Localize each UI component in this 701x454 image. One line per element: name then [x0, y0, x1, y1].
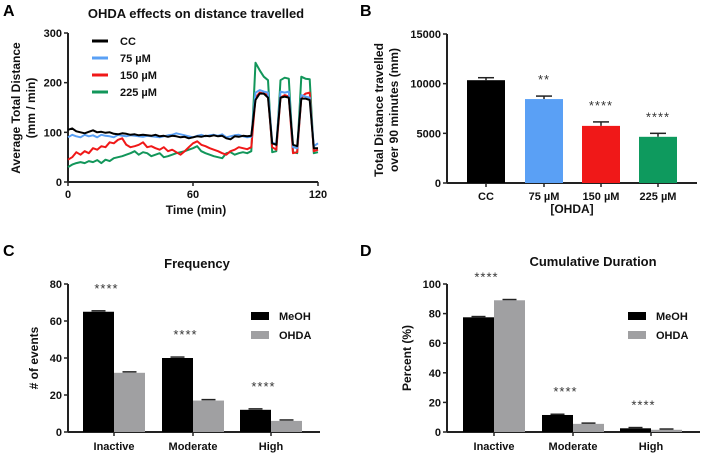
x-tick-label: Inactive: [94, 441, 135, 453]
bar: [525, 99, 563, 183]
y-tick-label-b: 5000: [417, 128, 441, 140]
legend-label: 150 µM: [120, 70, 157, 82]
significance-annotation: **: [538, 72, 550, 87]
panel-b: B [OHDA] Total Distance travelled over 9…: [360, 3, 697, 216]
x-axis-label-b: [OHDA]: [550, 202, 593, 216]
y-tick-label-a: 0: [56, 177, 62, 189]
y-axis-label-b-2: over 90 minutes (mm): [387, 48, 401, 172]
significance-annotation: ****: [646, 109, 670, 124]
x-tick-label-a: 60: [187, 189, 199, 201]
legend-swatch: [251, 312, 269, 320]
legend-swatch: [628, 331, 646, 339]
panel-c: C Frequency # of events 0 20 40 60 80 Inactiv…: [3, 243, 320, 453]
bar-ohda: [114, 372, 145, 432]
y-tick-label-a: 200: [44, 78, 62, 90]
bar-meoh: [162, 358, 193, 432]
y-tick-label-a: 300: [44, 28, 62, 40]
legend-label: 75 µM: [120, 53, 151, 65]
y-axis-label-a-1: Average Total Distance: [9, 42, 23, 174]
bar-meoh: [463, 317, 494, 432]
series-line-0: [67, 92, 318, 150]
x-tick-label-b: 150 µM: [583, 191, 620, 203]
y-tick-label-b: 15000: [410, 29, 441, 41]
y-axis-label-b-1: Total Distance travelled: [372, 43, 386, 177]
significance-annotation: ****: [251, 379, 275, 394]
panel-a: A OHDA effects on distance travelled Tim…: [3, 3, 327, 217]
x-tick-label-a: 120: [309, 189, 327, 201]
x-tick-label: Moderate: [169, 441, 218, 453]
panel-label-a: A: [3, 3, 15, 20]
x-axis-label-a: Time (min): [166, 203, 226, 217]
panel-d: D Cumulative Duration Percent (%) 0 20 40 6…: [360, 243, 700, 453]
panel-label-c: C: [3, 243, 15, 260]
legend-swatch: [251, 331, 269, 339]
chart-title-a: OHDA effects on distance travelled: [88, 6, 304, 21]
legend-label: MeOH: [279, 311, 311, 323]
y-tick-label-d: 60: [429, 338, 441, 350]
x-tick-label: Inactive: [474, 441, 515, 453]
bar-meoh: [240, 409, 271, 432]
chart-title-c: Frequency: [164, 256, 231, 271]
y-tick-label-c: 80: [50, 279, 62, 291]
bar-ohda: [193, 400, 224, 432]
x-tick-label: Moderate: [549, 441, 598, 453]
significance-annotation: ****: [173, 327, 197, 342]
panel-label-d: D: [360, 243, 372, 260]
x-tick-label: High: [259, 441, 284, 453]
significance-annotation: ****: [631, 398, 655, 413]
panel-label-b: B: [360, 3, 372, 20]
y-tick-label-c: 0: [56, 427, 62, 439]
y-tick-label-d: 0: [435, 427, 441, 439]
legend-swatch: [628, 312, 646, 320]
y-tick-label-b: 10000: [410, 79, 441, 91]
y-axis-label-c: # of events: [27, 326, 41, 389]
legend-label: MeOH: [656, 311, 688, 323]
x-tick-label: High: [639, 441, 664, 453]
bar-ohda: [271, 420, 302, 432]
y-tick-label-d: 40: [429, 368, 441, 380]
x-tick-label-a: 0: [65, 189, 71, 201]
y-tick-label-b: 0: [435, 178, 441, 190]
y-tick-label-c: 60: [50, 316, 62, 328]
y-axis-label-d: Percent (%): [400, 325, 414, 391]
legend-label: 225 µM: [120, 87, 157, 99]
bar-ohda: [494, 300, 525, 432]
bar: [582, 125, 620, 183]
bar: [467, 80, 505, 183]
bar-meoh: [620, 428, 651, 432]
x-tick-label-b: CC: [478, 191, 494, 203]
series-line-3: [67, 61, 319, 168]
y-tick-label-c: 40: [50, 353, 62, 365]
bar-meoh: [83, 311, 114, 432]
x-tick-label-b: 225 µM: [640, 191, 677, 203]
significance-annotation: ****: [589, 98, 613, 113]
legend-label: OHDA: [656, 330, 688, 342]
y-axis-label-a-2: (mm / min): [24, 78, 38, 139]
y-tick-label-d: 20: [429, 397, 441, 409]
y-tick-label-d: 80: [429, 309, 441, 321]
bar-ohda: [573, 423, 604, 432]
bar-ohda: [651, 429, 682, 432]
significance-annotation: ****: [474, 270, 498, 285]
legend-label: CC: [120, 36, 136, 48]
significance-annotation: ****: [553, 384, 577, 399]
y-tick-label-d: 100: [423, 279, 441, 291]
y-tick-label-c: 20: [50, 390, 62, 402]
chart-title-d: Cumulative Duration: [529, 254, 656, 269]
significance-annotation: ****: [94, 281, 118, 296]
bar-meoh: [542, 414, 573, 432]
y-tick-label-a: 100: [44, 127, 62, 139]
legend-label: OHDA: [279, 330, 311, 342]
x-tick-label-b: 75 µM: [529, 191, 560, 203]
series-line-2: [67, 91, 319, 161]
bar: [639, 136, 677, 183]
